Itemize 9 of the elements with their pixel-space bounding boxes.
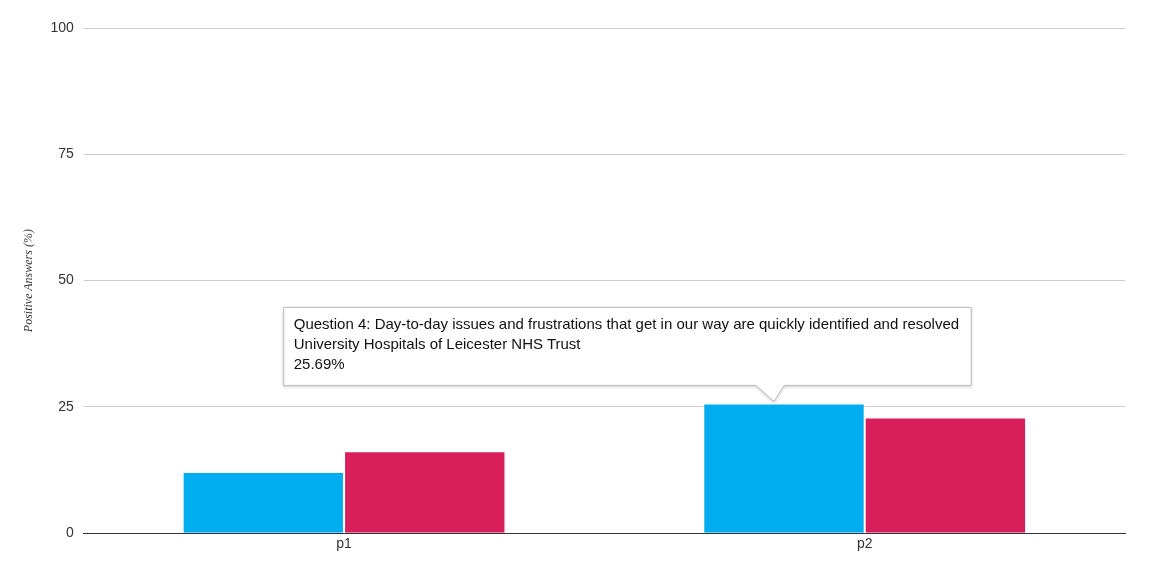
y-tick-label: 100 xyxy=(50,18,74,35)
y-tick-label: 75 xyxy=(58,145,74,162)
x-tick-label: p1 xyxy=(336,535,353,552)
annotation: Question 4: Day-to-day issues and frustrations that get in our way are quickly identified and resolved University Hospitals of Leicester NHS Trust 25.69% xyxy=(293,315,960,373)
y-axis-title: Positive Answers (%) xyxy=(21,229,36,334)
y-tick-label: 25 xyxy=(58,397,74,414)
y-tick-label: 0 xyxy=(65,524,74,541)
x-tick-label: p2 xyxy=(856,535,873,552)
y-tick-label: 50 xyxy=(58,271,74,288)
